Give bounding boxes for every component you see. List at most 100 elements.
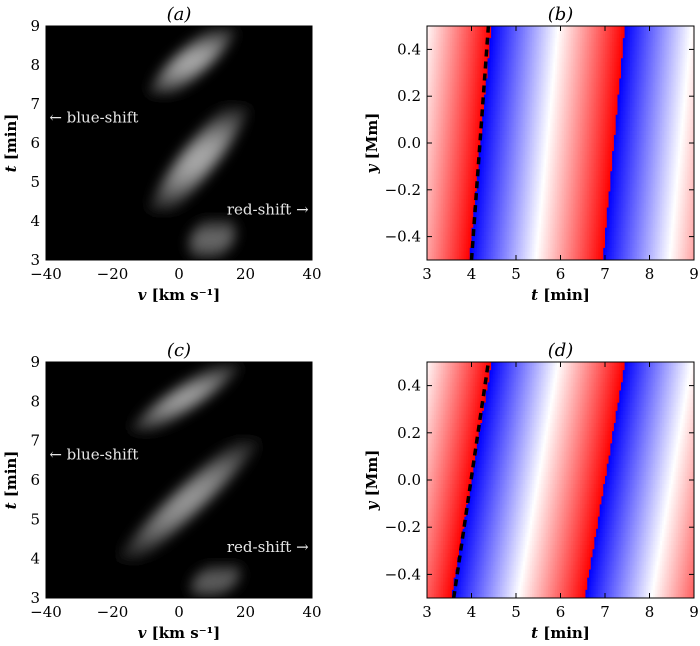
heat-cell [439, 143, 442, 148]
heat-cell [459, 34, 462, 39]
heat-cell [663, 98, 667, 104]
heat-cell [658, 34, 661, 39]
heat-cell [492, 62, 496, 67]
heat-cell [587, 118, 590, 124]
heat-cell [523, 86, 526, 92]
heat-cell [519, 38, 522, 43]
heat-cell [649, 78, 652, 84]
heat-cell [610, 78, 613, 84]
heat-cell [621, 78, 624, 84]
heat-cell [635, 151, 638, 156]
heat-cell [514, 70, 517, 76]
heat-cell [669, 42, 672, 47]
heat-cell [546, 62, 549, 67]
heat-cell [466, 138, 469, 144]
heat-cell [524, 110, 528, 116]
heat-cell [565, 90, 569, 96]
heat-cell [562, 66, 565, 71]
heat-cell [562, 138, 565, 144]
heat-cell [437, 70, 441, 76]
heat-cell [523, 147, 526, 152]
heat-cell [519, 143, 522, 148]
heat-cell [453, 147, 457, 152]
heat-cell [469, 50, 473, 55]
heat-cell [612, 118, 615, 124]
heat-cell [505, 147, 508, 152]
heat-cell [692, 70, 694, 76]
heat-cell [585, 98, 588, 104]
heat-cell [679, 62, 683, 67]
heat-cell [444, 94, 448, 100]
heat-cell [677, 66, 681, 71]
heat-cell [478, 82, 481, 88]
heat-cell [590, 62, 594, 67]
heat-cell [640, 78, 643, 84]
heat-cell [560, 50, 563, 55]
heat-cell [571, 94, 574, 100]
heat-cell [514, 98, 517, 104]
heat-cell [612, 126, 615, 132]
heat-cell [585, 151, 588, 156]
heat-cell [658, 26, 661, 31]
heat-cell [526, 138, 530, 144]
heat-cell [628, 42, 631, 47]
heat-cell [572, 106, 576, 112]
heat-cell [542, 54, 546, 59]
heat-cell [658, 110, 661, 116]
heat-cell [482, 155, 485, 160]
heat-cell [459, 147, 462, 152]
heat-cell [610, 102, 613, 108]
heat-cell [690, 130, 693, 136]
heat-cell [473, 42, 476, 47]
heat-cell [435, 46, 439, 51]
heat-cell [644, 102, 647, 108]
heat-cell [622, 42, 626, 47]
heat-cell [466, 38, 469, 43]
heat-cell [572, 130, 576, 136]
heat-cell [466, 62, 469, 67]
heat-cell [626, 110, 629, 116]
heat-cell [476, 143, 480, 148]
heat-cell [621, 98, 624, 104]
heat-cell [565, 86, 569, 92]
heat-cell [496, 50, 499, 55]
heat-cell [677, 126, 681, 132]
heat-cell [514, 126, 517, 132]
heat-cell [450, 122, 453, 128]
heat-cell [626, 26, 629, 31]
heat-cell [533, 74, 537, 80]
heat-cell [471, 46, 474, 51]
heat-cell [606, 138, 610, 144]
heat-cell [679, 26, 683, 31]
heat-cell [590, 122, 594, 128]
heat-cell [647, 58, 651, 63]
heat-cell [642, 126, 645, 132]
heat-cell [451, 151, 455, 156]
heat-cell [601, 118, 604, 124]
heat-cell [428, 66, 432, 71]
heat-cell [533, 66, 537, 71]
heat-cell [613, 110, 617, 116]
heat-cell [651, 90, 654, 96]
heat-cell [512, 118, 515, 124]
heat-cell [499, 66, 503, 71]
heat-cell [580, 42, 583, 47]
heat-cell [656, 151, 659, 156]
heat-cell [514, 90, 517, 96]
heat-cell [487, 62, 490, 67]
heat-cell [475, 62, 478, 67]
heat-cell [583, 118, 587, 124]
heat-cell [457, 134, 460, 140]
heat-cell [621, 151, 624, 156]
heat-cell [572, 151, 576, 156]
heat-cell [653, 50, 656, 55]
heat-cell [626, 106, 629, 112]
heat-cell [435, 50, 439, 55]
heat-cell [645, 102, 649, 108]
heat-cell [649, 34, 652, 39]
heat-cell [665, 66, 668, 71]
heat-cell [651, 138, 654, 144]
heat-cell [661, 102, 665, 108]
heat-cell [672, 62, 676, 67]
heat-cell [692, 50, 694, 55]
